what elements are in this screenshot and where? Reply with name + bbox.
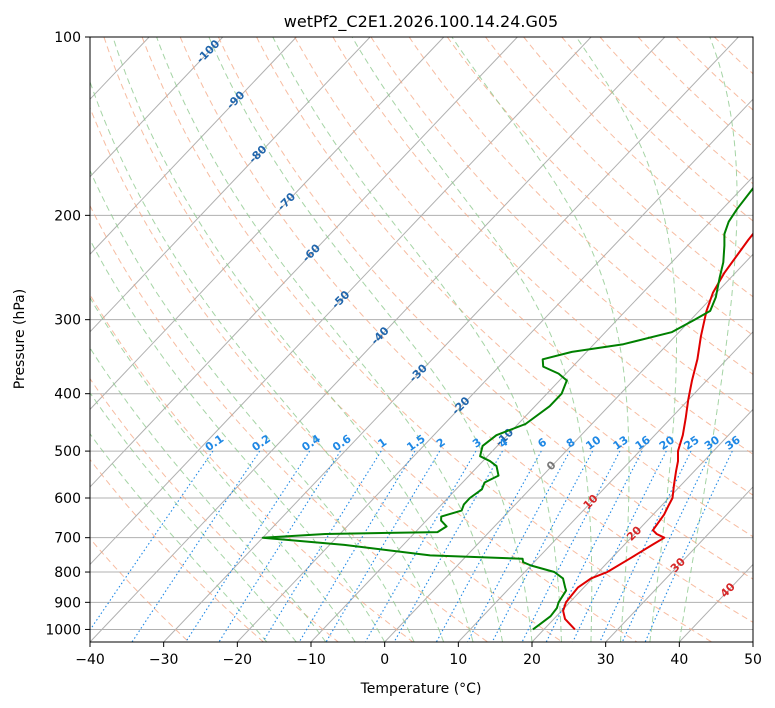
grid: [0, 37, 753, 642]
isotherm-line: [605, 486, 753, 642]
mixing-ratio-line: [393, 450, 503, 642]
x-tick-label: 20: [523, 652, 541, 668]
x-tick-label: 40: [670, 652, 688, 668]
y-tick-label: 400: [54, 387, 81, 403]
isotherm-line: [90, 37, 297, 256]
dry-adiabat-line: [599, 37, 753, 185]
mixing-ratio-lines: [90, 450, 733, 642]
chart-title: wetPf2_C2E1.2026.100.14.24.G05: [284, 12, 558, 32]
y-tick-label: 600: [54, 491, 81, 507]
temperature-profile-line: [562, 232, 753, 631]
y-axis: 100 200 300 400 500 600 700 800 900 1000: [45, 30, 90, 638]
x-tick-label: 0: [380, 652, 389, 668]
x-tick-label: −30: [149, 652, 179, 668]
isotherm-line: [163, 37, 739, 642]
x-axis: −40 −30 −20 −10 0 10 20 30 40 50: [75, 642, 762, 668]
isotherm-line: [0, 37, 2, 642]
moist-adiabat-line: [208, 37, 533, 642]
moist-adiabats: [90, 37, 738, 642]
mixing-ratio-line: [621, 450, 712, 642]
plot-frame: [89, 36, 754, 643]
isotherm-line: [384, 253, 753, 642]
profiles: [261, 185, 753, 631]
y-tick-label: 800: [54, 565, 81, 581]
isotherm-line: [90, 37, 371, 333]
isotherm-line: [752, 641, 753, 642]
moist-adiabat-line: [90, 238, 386, 642]
x-axis-label: Temperature (°C): [360, 681, 482, 697]
x-tick-label: −40: [75, 652, 105, 668]
isotherm-line: [531, 408, 753, 642]
dry-adiabat-line: [90, 106, 563, 642]
mixing-ratio-line: [262, 450, 382, 642]
x-tick-label: 30: [597, 652, 615, 668]
y-tick-label: 300: [54, 313, 81, 329]
mixing-ratio-line: [298, 450, 416, 642]
y-tick-label: 200: [54, 208, 81, 224]
y-tick-label: 500: [54, 444, 81, 460]
y-tick-label: 100: [54, 30, 81, 46]
moist-adiabat-line: [90, 296, 356, 642]
dry-adiabat-line: [141, 37, 712, 642]
plot-area: [90, 37, 753, 642]
dry-adiabat-line: [90, 458, 264, 642]
moist-adiabat-line: [156, 37, 503, 642]
isotherm-line: [236, 98, 753, 642]
mixing-ratio-line: [131, 450, 261, 642]
mixing-ratio-line: [491, 450, 594, 642]
mixing-ratio-line: [545, 450, 643, 642]
isotherm-line: [90, 37, 592, 566]
dry-adiabat-line: [90, 204, 488, 642]
dry-adiabat-line: [90, 293, 414, 642]
x-tick-label: −10: [296, 652, 326, 668]
y-axis-label: Pressure (hPa): [12, 289, 28, 389]
dry-adiabat-line: [332, 37, 753, 455]
mixing-ratio-line: [90, 450, 214, 631]
y-tick-label: 1000: [45, 622, 81, 638]
dewpoint-profile-line: [261, 185, 753, 631]
plot-background: [90, 37, 753, 642]
isotherm-line: [457, 331, 753, 642]
moist-adiabat-line: [351, 37, 593, 642]
dry-adiabat-line: [752, 37, 753, 39]
mixing-ratio-line: [644, 450, 733, 642]
mixing-ratio-line: [435, 450, 542, 642]
dry-adiabat-line: [90, 377, 339, 642]
isotherm-line: [90, 37, 518, 488]
moist-adiabat-line: [451, 37, 630, 642]
mixing-ratio-line: [599, 450, 692, 642]
moist-adiabat-line: [90, 347, 327, 642]
dry-adiabat-line: [179, 37, 753, 623]
dry-adiabat-line: [103, 37, 638, 642]
moist-adiabat-line: [90, 80, 445, 642]
x-tick-label: −20: [223, 652, 253, 668]
isotherm-line: [90, 37, 445, 411]
y-tick-label: 700: [54, 531, 81, 547]
mixing-ratio-line: [467, 450, 571, 642]
dry-adiabat-line: [370, 37, 753, 415]
isotherm-line: [90, 37, 666, 642]
moist-adiabat-line: [678, 37, 738, 642]
moist-adiabat-line: [90, 392, 297, 642]
mixing-ratio-line: [521, 450, 621, 642]
dry-adiabat-line: [637, 37, 753, 148]
dry-adiabat-line: [446, 37, 753, 336]
y-tick-label: 900: [54, 595, 81, 611]
moist-adiabat-line: [112, 37, 474, 642]
x-tick-label: 50: [744, 652, 762, 668]
dry-adiabats: [90, 37, 753, 642]
mixing-ratio-line: [572, 450, 667, 642]
moist-adiabat-line: [575, 37, 677, 642]
dry-adiabat-line: [217, 37, 753, 580]
moist-adiabat-line: [90, 432, 268, 642]
dry-adiabat-line: [485, 37, 753, 298]
x-tick-label: 10: [449, 652, 467, 668]
isotherm-line: [90, 37, 224, 178]
dry-adiabat-line: [294, 37, 753, 496]
